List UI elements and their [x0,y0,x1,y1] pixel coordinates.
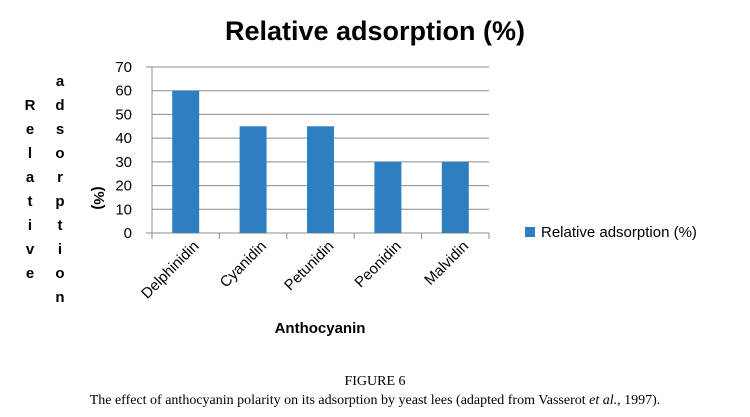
y-axis-title-letter: a [26,169,35,186]
legend: Relative adsorption (%) [525,224,697,241]
y-axis-title-letter: t [58,217,63,234]
bars [172,90,469,233]
bar [374,161,402,233]
y-tick-label: 70 [115,59,132,76]
y-axis-title-letter: e [26,265,34,282]
y-tick-label: 0 [124,225,132,242]
y-axis-title-letter: r [57,169,63,186]
bar-chart: Relative adsorption (%) 010203040506070 … [25,16,697,337]
figure-caption: The effect of anthocyanin polarity on it… [89,393,661,408]
y-axis-title-letter: s [56,121,64,138]
y-axis-title-letter: p [55,193,64,210]
x-category-label: Cyanidin [217,238,270,291]
x-category-label: Malvidin [421,238,472,289]
y-axis-title-letter: e [26,121,34,138]
y-tick-label: 30 [115,154,132,171]
y-axis-title-letter: d [55,97,64,114]
y-tick-label: 60 [115,83,132,100]
bar [172,90,200,233]
y-axis-title-letter: R [25,97,36,114]
x-category-label: Peonidin [351,238,404,291]
y-tick-label: 40 [115,130,132,147]
y-tick-label: 50 [115,106,132,123]
y-axis-title-letter: i [28,217,32,234]
y-tick-label: 10 [115,201,132,218]
y-axis-title-letter: i [58,241,62,258]
y-axis-title-letter: o [55,145,64,162]
x-category-labels: Delphinidin Cyanidin Petunidin Peonidin Malv… [138,238,472,303]
bar [441,161,469,233]
chart-title: Relative adsorption (%) [225,16,525,46]
y-axis-title-unit: (%) [90,186,107,209]
y-axis-title-letter: l [28,145,32,162]
y-axis-title-letter: a [56,73,65,90]
y-axis-title-letter: v [26,241,35,258]
x-category-label: Petunidin [281,238,337,294]
legend-label: Relative adsorption (%) [541,224,697,241]
y-tick-labels: 0 10 20 30 40 50 60 70 [115,59,132,242]
bar [307,126,334,233]
y-tick-label: 20 [115,178,132,195]
y-axis-title-letter: t [28,193,33,210]
y-axis-title-letter: o [55,265,64,282]
y-axis-title-letter: n [55,289,64,306]
x-category-label: Delphinidin [138,238,203,303]
figure-label: FIGURE 6 [344,374,406,389]
bar [239,126,267,233]
legend-swatch [525,227,535,237]
x-axis-title: Anthocyanin [275,320,366,337]
